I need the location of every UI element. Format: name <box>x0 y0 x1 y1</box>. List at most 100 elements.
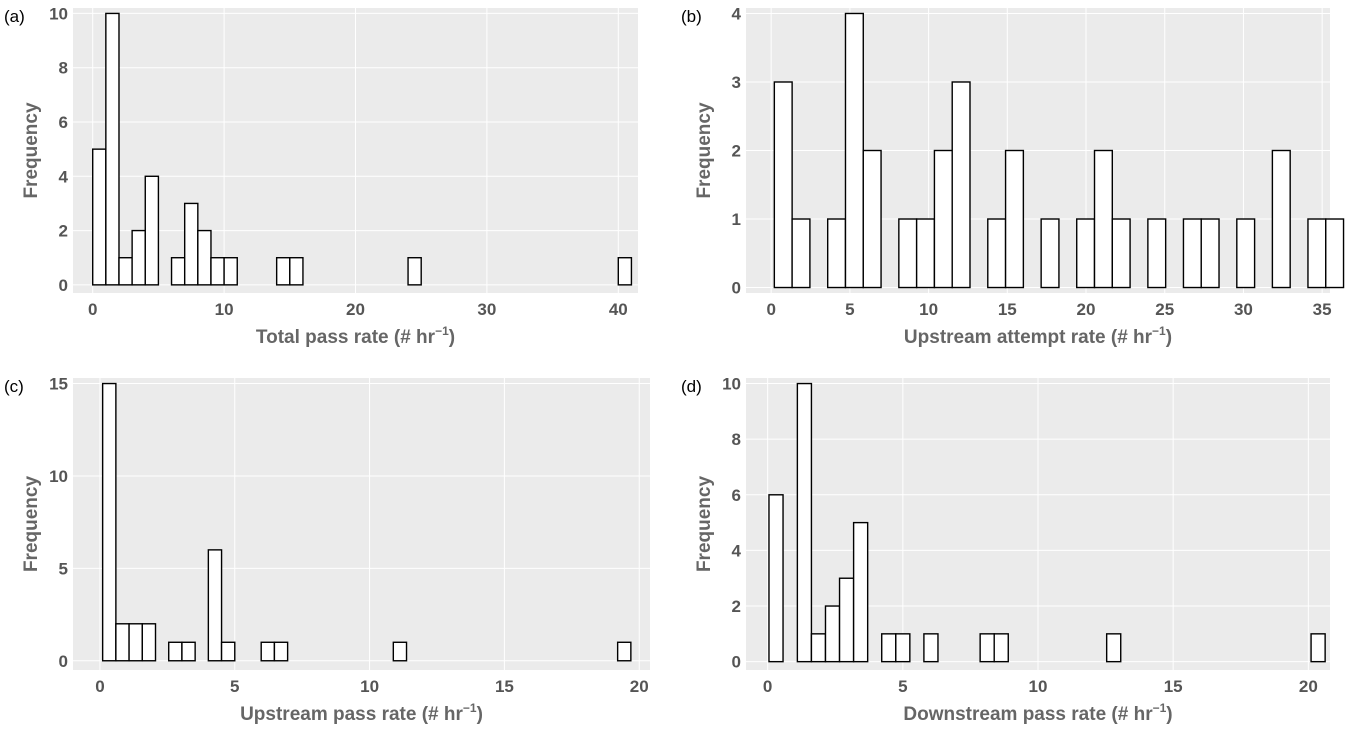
histogram-bar <box>1004 149 1025 289</box>
histogram-bar <box>170 257 186 286</box>
histogram-bar <box>915 218 936 289</box>
histogram-bar <box>392 641 408 662</box>
y-tick-label: 8 <box>732 430 741 449</box>
y-axis-label: Frequency <box>21 102 42 199</box>
histogram-bar <box>183 202 199 286</box>
x-axis-label-superscript: −1 <box>463 701 477 715</box>
y-tick-label: 0 <box>59 652 68 671</box>
histogram-bar <box>1111 218 1131 289</box>
histogram-bar <box>993 633 1009 663</box>
x-axis-label-text: Downstream pass rate (# hr <box>903 704 1153 725</box>
x-tick-label: 30 <box>477 300 496 319</box>
histogram-bar <box>616 641 632 662</box>
histogram-bar <box>1325 218 1345 289</box>
histogram-bar <box>923 633 939 663</box>
histogram-bar <box>1076 218 1096 289</box>
histogram-bar <box>407 257 422 286</box>
histogram-bar <box>898 218 918 289</box>
y-tick-label: 0 <box>732 279 741 298</box>
histogram-bar <box>987 218 1007 289</box>
panel-label: (b) <box>681 7 702 26</box>
panel-label: (a) <box>4 7 25 26</box>
chart-panel-b: 0 5 10 15 20 25 30 35 0 1 2 3 4 Upstream attempt rate… <box>681 4 1345 348</box>
y-tick-label: 5 <box>59 559 68 578</box>
histogram-bar <box>1200 218 1220 289</box>
y-tick-label: 10 <box>49 4 68 23</box>
y-tick-label: 0 <box>732 653 741 672</box>
histogram-bar <box>951 81 971 289</box>
x-axis-label: Upstream pass rate (# hr−1) <box>240 701 483 725</box>
y-tick-label: 10 <box>49 467 68 486</box>
x-axis-label-end: ) <box>1166 327 1172 348</box>
panel-label: (d) <box>681 377 702 396</box>
histogram-bar <box>131 229 146 286</box>
histogram-bar <box>617 257 633 286</box>
histogram-bar <box>1236 218 1256 289</box>
histogram-bar <box>895 633 911 663</box>
histogram-bar <box>1307 218 1327 289</box>
x-axis-label-superscript: −1 <box>435 324 449 338</box>
histogram-bar <box>826 218 847 289</box>
histogram-bar <box>773 81 793 289</box>
x-tick-label: 5 <box>845 300 854 319</box>
x-tick-label: 10 <box>215 300 234 319</box>
x-tick-label: 5 <box>230 677 239 696</box>
x-axis-label-text: Total pass rate (# hr <box>256 327 436 348</box>
x-tick-label: 15 <box>495 677 514 696</box>
x-axis-label-end: ) <box>449 327 455 348</box>
chart-panel-d: 0 5 10 15 20 0 2 4 6 8 10 Downstream pass rate (# h… <box>681 375 1330 725</box>
y-tick-label: 4 <box>732 4 742 23</box>
x-tick-label: 30 <box>1234 300 1253 319</box>
histogram-bar <box>1310 633 1326 663</box>
y-tick-label: 4 <box>59 167 69 186</box>
histogram-bar <box>768 494 784 663</box>
histogram-bar <box>144 175 160 286</box>
x-axis-label: Downstream pass rate (# hr−1) <box>903 701 1172 725</box>
histogram-bar <box>852 521 869 663</box>
histogram-bar <box>791 218 811 289</box>
histogram-bar <box>810 633 827 663</box>
histogram-bar <box>223 257 238 286</box>
histogram-bar <box>181 641 196 662</box>
x-tick-label: 0 <box>763 677 772 696</box>
histogram-bar <box>197 229 212 286</box>
histogram-bar <box>824 605 841 663</box>
histogram-bar <box>1147 218 1167 289</box>
histogram-bar <box>220 641 236 662</box>
y-tick-label: 15 <box>49 375 68 394</box>
x-axis-label-text: Upstream attempt rate (# hr <box>904 327 1153 348</box>
y-axis-label: Frequency <box>21 476 42 573</box>
y-tick-label: 2 <box>732 142 741 161</box>
x-tick-label: 20 <box>630 677 649 696</box>
y-axis-label: Frequency <box>694 476 715 573</box>
x-tick-label: 40 <box>609 300 628 319</box>
x-tick-label: 10 <box>360 677 379 696</box>
histogram-bar <box>260 641 276 662</box>
plot-area <box>73 378 650 670</box>
histogram-bar <box>933 149 953 289</box>
histogram-bar <box>796 382 813 663</box>
histogram-bar <box>881 633 897 663</box>
x-tick-label: 15 <box>998 300 1017 319</box>
y-tick-label: 6 <box>732 486 741 505</box>
histogram-bar <box>115 623 130 662</box>
x-axis-label-superscript: −1 <box>1152 324 1166 338</box>
x-tick-label: 20 <box>346 300 365 319</box>
histogram-bar <box>838 577 855 663</box>
histogram-bar <box>289 257 304 286</box>
x-tick-label: 0 <box>766 300 775 319</box>
x-tick-label: 5 <box>898 677 907 696</box>
x-tick-label: 0 <box>95 677 104 696</box>
y-tick-label: 3 <box>732 73 741 92</box>
histogram-bar <box>1040 218 1060 289</box>
chart-panel-c: 0 5 10 15 20 0 5 10 15 Upstream pass rate (# hr−1… <box>4 375 650 725</box>
y-tick-label: 4 <box>732 541 742 560</box>
histogram-bar <box>844 12 864 289</box>
histogram-bar <box>210 257 225 286</box>
histogram-bar <box>862 149 882 289</box>
x-tick-label: 35 <box>1313 300 1332 319</box>
histogram-bar <box>105 12 120 286</box>
y-tick-label: 2 <box>732 597 741 616</box>
y-tick-label: 8 <box>59 59 68 78</box>
